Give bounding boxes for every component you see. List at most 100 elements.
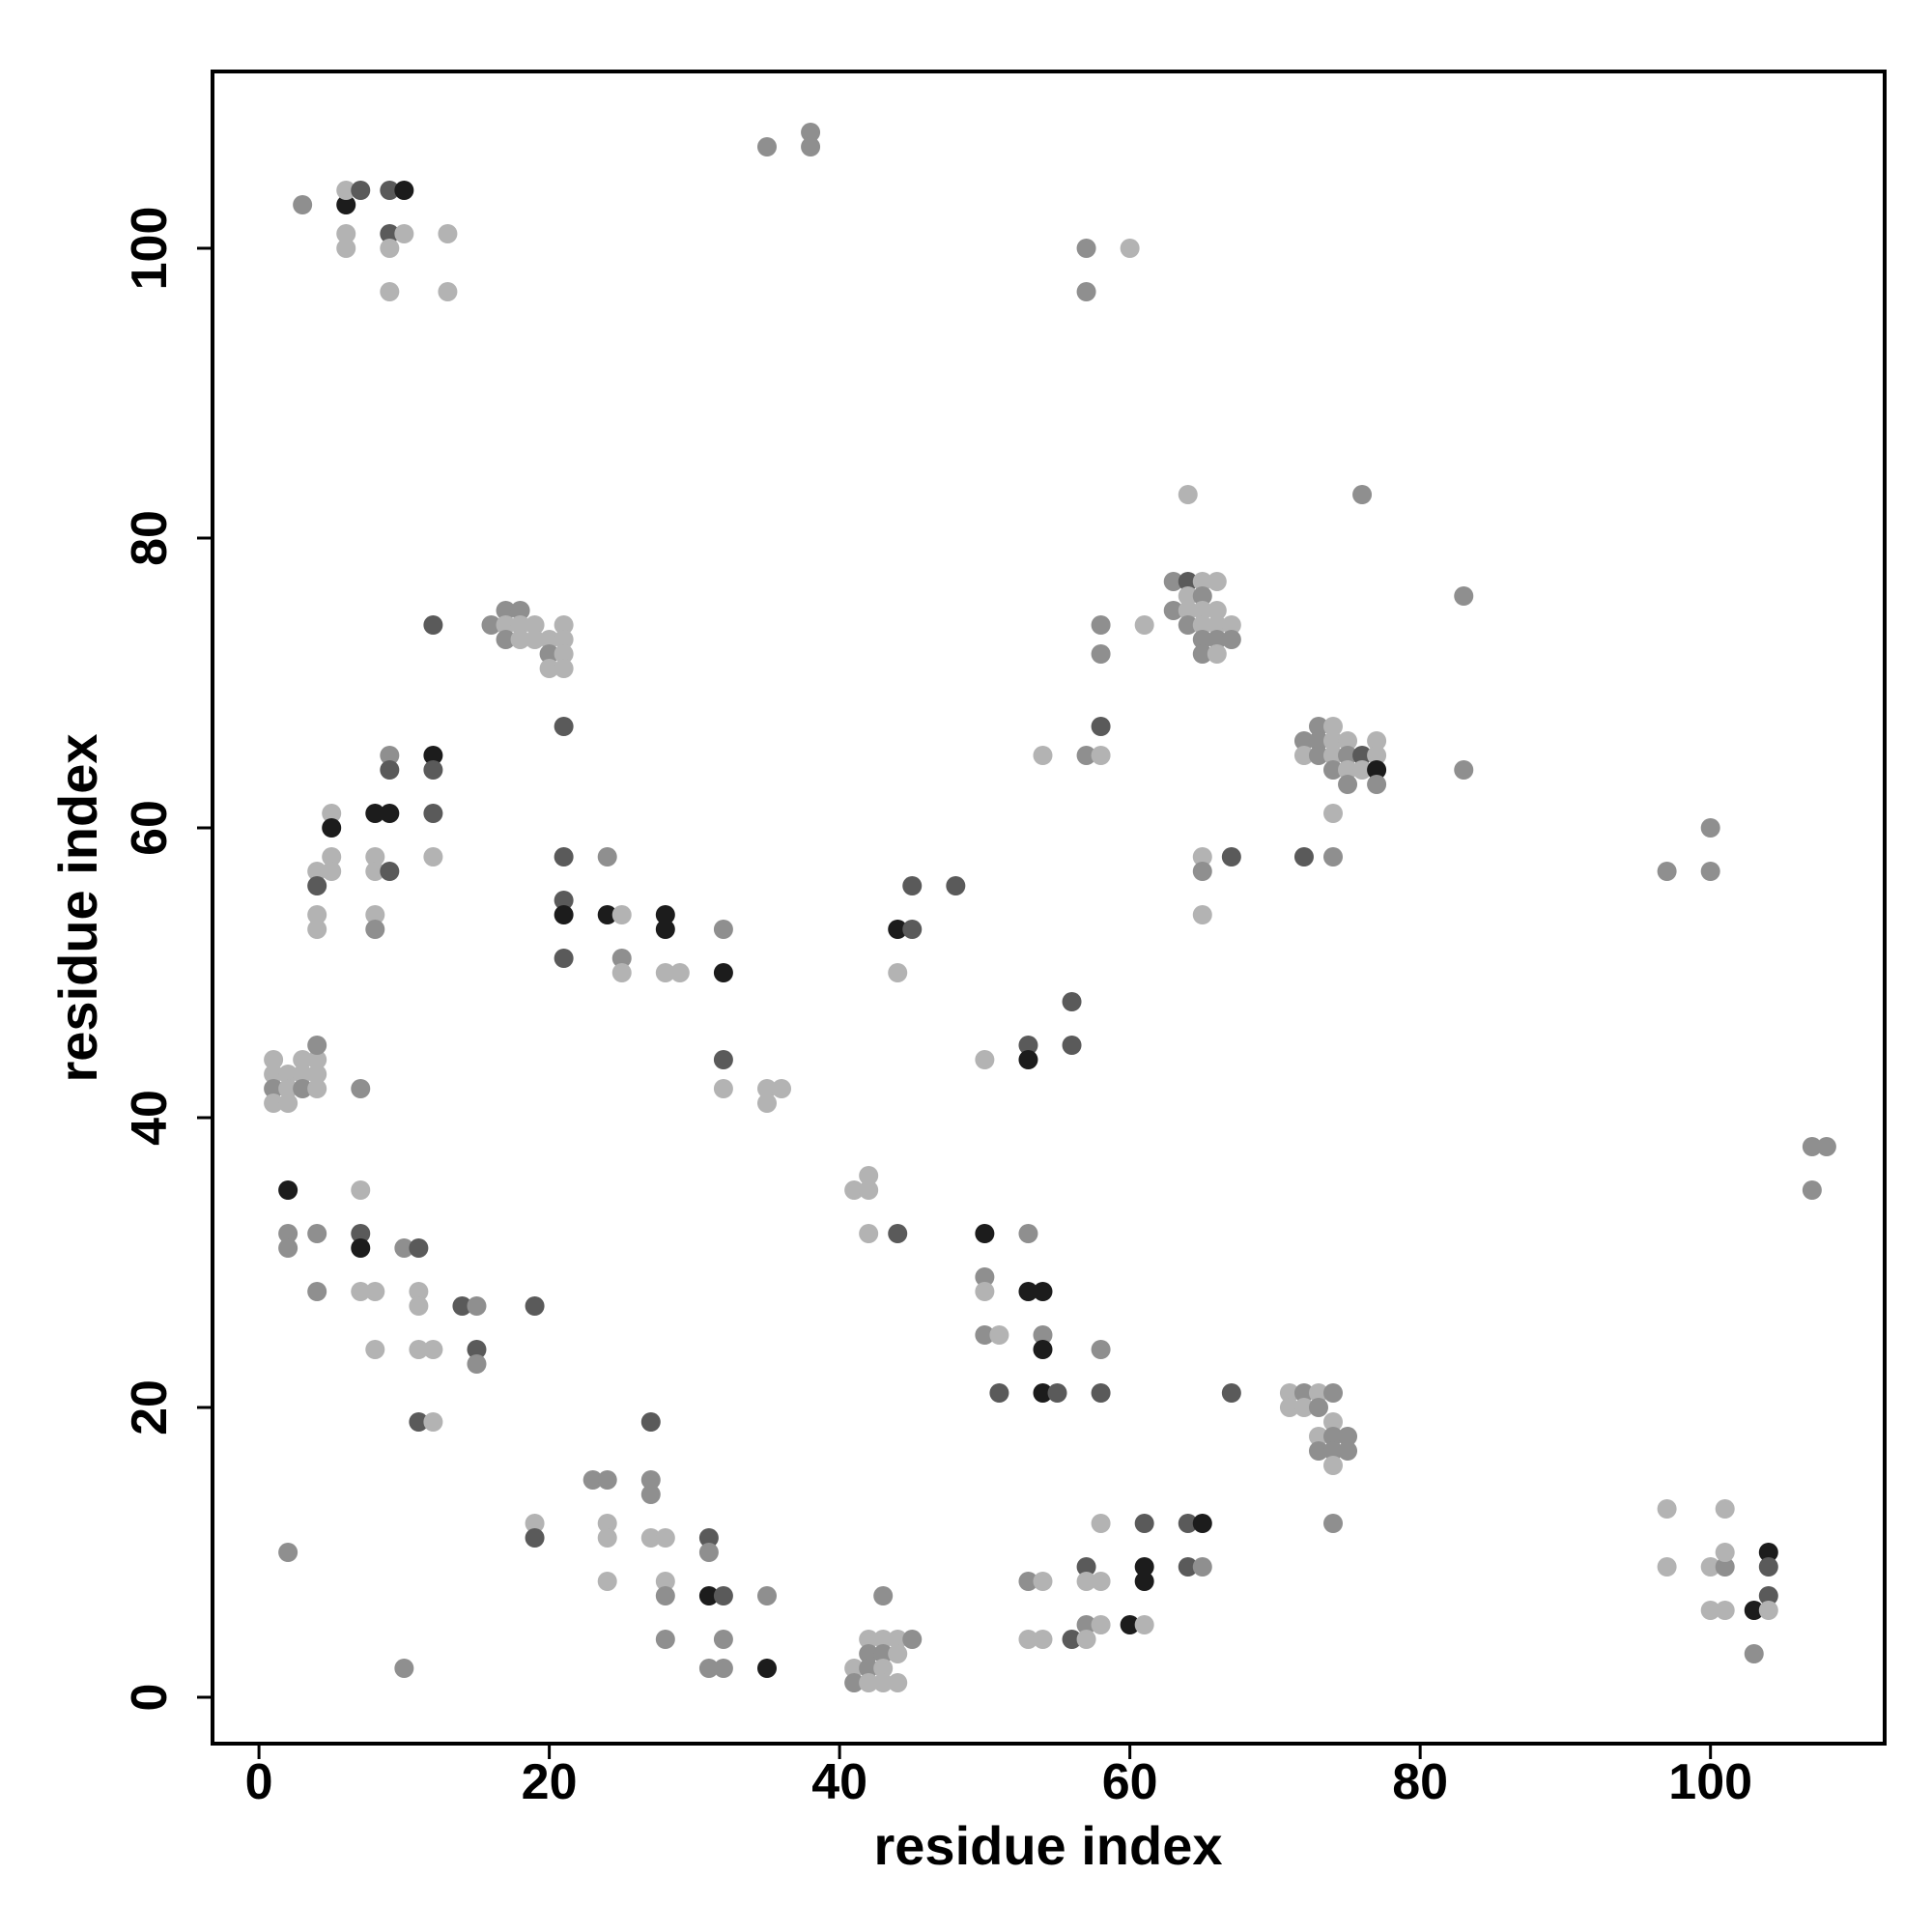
point xyxy=(655,1528,675,1548)
point xyxy=(365,920,385,939)
point xyxy=(307,1079,327,1098)
point xyxy=(351,1180,371,1200)
point xyxy=(307,876,327,895)
point xyxy=(496,630,516,649)
point xyxy=(1134,1615,1154,1634)
point xyxy=(1120,239,1140,258)
point xyxy=(1134,1572,1154,1591)
point xyxy=(1076,239,1096,258)
point xyxy=(873,1630,894,1649)
point xyxy=(1033,746,1053,765)
point xyxy=(859,1644,879,1663)
point xyxy=(293,1050,313,1069)
point xyxy=(1076,1557,1096,1577)
point xyxy=(655,920,675,939)
point xyxy=(1163,572,1183,591)
point xyxy=(989,1383,1009,1403)
y-axis-label: residue index xyxy=(47,733,108,1082)
point xyxy=(423,1340,443,1359)
point xyxy=(554,949,574,968)
point xyxy=(1454,586,1474,606)
point xyxy=(1338,775,1358,794)
point xyxy=(1207,630,1227,649)
point xyxy=(1338,760,1358,780)
point xyxy=(975,1282,995,1301)
point xyxy=(423,746,443,765)
point xyxy=(902,920,923,939)
point xyxy=(1323,1383,1344,1403)
point xyxy=(1076,1630,1096,1649)
point xyxy=(1323,1412,1344,1432)
point xyxy=(1323,760,1344,780)
point xyxy=(655,1572,675,1591)
point xyxy=(409,1296,429,1316)
point xyxy=(278,1079,298,1098)
point xyxy=(1758,1557,1778,1577)
point xyxy=(1178,1514,1198,1533)
point xyxy=(351,1238,371,1258)
point xyxy=(322,818,342,838)
point xyxy=(351,1282,371,1301)
point xyxy=(307,905,327,924)
point xyxy=(510,630,530,649)
point xyxy=(1308,1398,1328,1417)
point xyxy=(1018,1224,1038,1243)
point xyxy=(640,1485,661,1504)
point xyxy=(1293,746,1314,765)
point xyxy=(409,1238,429,1258)
point xyxy=(1018,1630,1038,1649)
point xyxy=(1062,1036,1082,1055)
point xyxy=(888,963,908,982)
y-tick-label: 0 xyxy=(122,1684,178,1712)
y-tick-label: 80 xyxy=(122,510,178,566)
point xyxy=(409,1412,429,1432)
point xyxy=(597,905,617,924)
point xyxy=(1091,1340,1111,1359)
point xyxy=(1338,746,1358,765)
point xyxy=(698,1659,719,1678)
point xyxy=(888,1644,908,1663)
point xyxy=(525,630,545,649)
point xyxy=(307,862,327,881)
point xyxy=(539,659,559,678)
point xyxy=(264,1094,284,1113)
point xyxy=(307,1065,327,1084)
point xyxy=(423,1412,443,1432)
point xyxy=(322,862,342,881)
point xyxy=(1744,1644,1764,1663)
y-tick-label: 40 xyxy=(122,1090,178,1146)
point xyxy=(1454,760,1474,780)
point xyxy=(1715,1557,1735,1577)
point xyxy=(713,920,733,939)
point xyxy=(1308,746,1328,765)
x-axis-label: residue index xyxy=(873,1815,1222,1876)
point xyxy=(1207,644,1227,664)
point xyxy=(669,963,690,982)
point xyxy=(1076,1572,1096,1591)
point xyxy=(380,181,400,200)
point xyxy=(438,224,458,243)
point xyxy=(307,1282,327,1301)
point xyxy=(1018,1572,1038,1591)
point xyxy=(1192,586,1212,606)
point xyxy=(1367,775,1387,794)
point xyxy=(1816,1137,1836,1156)
point xyxy=(336,224,356,243)
point xyxy=(801,137,821,156)
x-tick-label: 20 xyxy=(522,1754,578,1810)
point xyxy=(859,1166,879,1185)
point xyxy=(1715,1499,1735,1519)
point xyxy=(1367,760,1387,780)
point xyxy=(307,920,327,939)
point xyxy=(1308,1383,1328,1403)
point xyxy=(554,659,574,678)
point xyxy=(1367,746,1387,765)
point xyxy=(539,644,559,664)
point xyxy=(713,1659,733,1678)
point xyxy=(423,615,443,635)
point xyxy=(582,1470,603,1490)
point xyxy=(510,615,530,635)
point xyxy=(1192,615,1212,635)
point xyxy=(1091,1572,1111,1591)
